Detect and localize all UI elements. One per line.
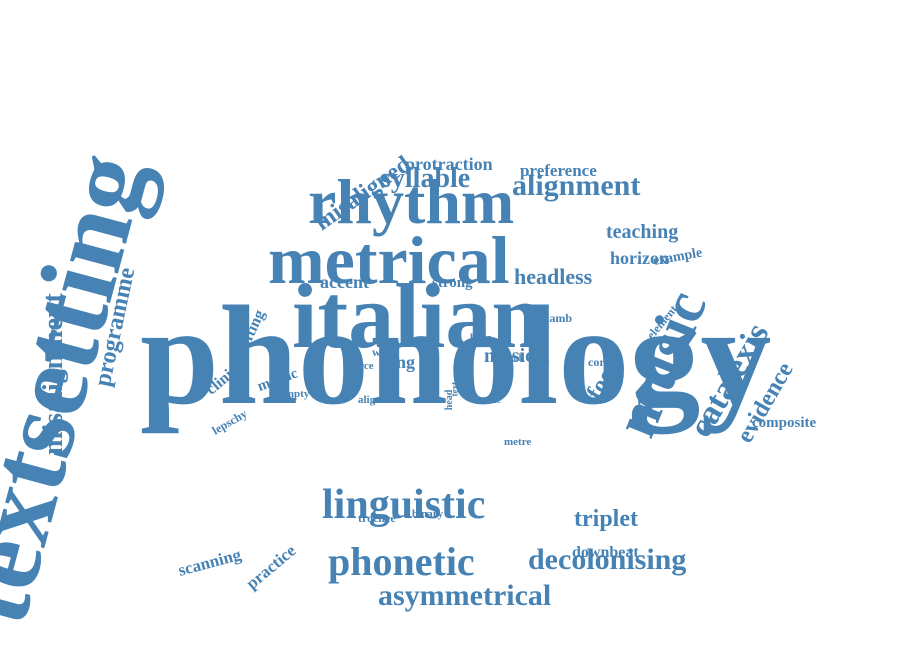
word-empty: empty: [280, 387, 310, 400]
word-rhythm: rhythm: [308, 165, 515, 237]
word-word: word: [372, 345, 399, 360]
word-syllable: syllable: [380, 163, 471, 195]
word-protraction: protraction: [405, 154, 493, 175]
word-asymmetrical: asymmetrical: [378, 579, 552, 613]
word-text: text: [449, 381, 460, 396]
word-triplet: triplet: [574, 506, 638, 533]
word-align: align: [358, 393, 382, 406]
word-headless: headless: [514, 263, 593, 289]
word-phonology: phonology: [140, 275, 772, 434]
word-accent: accent: [320, 272, 369, 293]
word-binary: binary: [412, 507, 444, 520]
word-song: song: [380, 352, 416, 373]
word-downbeat: downbeat: [572, 543, 639, 561]
word-metrical: metrical: [268, 222, 510, 299]
word-misalignment: misalignment: [38, 293, 70, 455]
word-force: force: [350, 359, 374, 372]
word-scanning: scanning: [176, 544, 244, 580]
word-phonetic: phonetic: [328, 539, 475, 585]
word-alignment: alignment: [512, 169, 641, 203]
word-corpus: corpus: [588, 355, 623, 370]
word-linguistic: linguistic: [322, 481, 486, 528]
word-trochee: trochee: [358, 511, 396, 526]
word-lyric: lyric: [470, 331, 492, 344]
word-teaching: teaching: [606, 220, 679, 243]
word-tune: tune: [482, 394, 501, 406]
word-composite: composite: [752, 414, 817, 431]
word-metre: metre: [504, 435, 532, 448]
word-iamb: iamb: [546, 311, 573, 326]
word-preference: preference: [520, 161, 597, 181]
word-strong: strong: [432, 274, 473, 291]
word-horizon: horizon: [610, 248, 670, 269]
word-musical: musical: [484, 344, 550, 367]
word-practice: practice: [242, 540, 300, 594]
word-weak: weak: [502, 352, 525, 364]
word-italian: italian: [292, 264, 543, 367]
word-decolonising: decolonising: [528, 543, 687, 577]
